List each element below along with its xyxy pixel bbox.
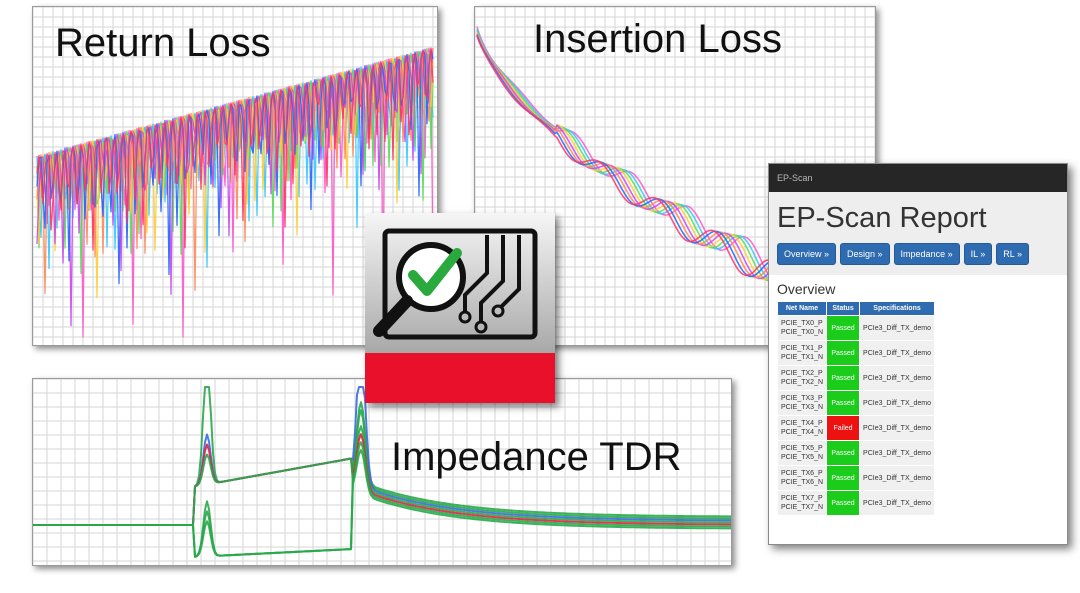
design-button[interactable]: Design » [840,243,890,265]
insertion-loss-title: Insertion Loss [533,17,783,61]
net-p-name: PCIE_TX4_P [781,420,823,427]
col-net-name: Net Name [776,301,828,316]
col-specifications: Specifications [859,301,936,316]
table-row: PCIE_TX2_P PCIE_TX2_N Passed PCIe3_Diff_TX_… [776,365,936,391]
status-badge: Passed [826,440,861,466]
report-nav-buttons: Overview » Design » Impedance » IL » RL … [777,243,1059,265]
specification-cell: PCIe3_Diff_TX_demo [859,390,936,416]
rl-button[interactable]: RL » [996,243,1029,265]
net-p-name: PCIE_TX0_P [781,320,823,327]
net-p-name: PCIE_TX7_P [781,495,823,502]
specification-cell: PCIe3_Diff_TX_demo [859,465,936,491]
net-n-name: PCIE_TX6_N [781,479,824,486]
overview-section: Overview Net Name Status Specifications … [769,275,1067,522]
status-badge: Passed [826,315,861,341]
specification-cell: PCIe3_Diff_TX_demo [859,315,936,341]
net-n-name: PCIE_TX0_N [781,329,824,336]
net-p-name: PCIE_TX6_P [781,470,823,477]
net-name-cell: PCIE_TX2_P PCIE_TX2_N [776,365,828,391]
net-name-cell: PCIE_TX0_P PCIE_TX0_N [776,315,828,341]
net-name-cell: PCIE_TX4_P PCIE_TX4_N [776,415,828,441]
return-loss-panel: Return Loss [32,6,438,346]
overview-table: Net Name Status Specifications PCIE_TX0_… [776,301,936,516]
impedance-button[interactable]: Impedance » [893,243,960,265]
impedance-tdr-panel: Impedance TDR [32,378,732,566]
net-n-name: PCIE_TX4_N [781,429,824,436]
status-badge: Passed [826,390,861,416]
col-status: Status [826,301,861,316]
net-name-cell: PCIE_TX5_P PCIE_TX5_N [776,440,828,466]
net-p-name: PCIE_TX1_P [781,345,823,352]
net-n-name: PCIE_TX1_N [781,354,824,361]
impedance-tdr-title: Impedance TDR [391,435,682,479]
overview-button[interactable]: Overview » [777,243,837,265]
net-name-cell: PCIE_TX6_P PCIE_TX6_N [776,465,828,491]
return-loss-title: Return Loss [55,21,271,65]
specification-cell: PCIe3_Diff_TX_demo [859,365,936,391]
report-title: EP-Scan Report [777,202,987,234]
ep-scan-logo [365,213,555,403]
status-badge: Passed [826,465,861,491]
specification-cell: PCIe3_Diff_TX_demo [859,415,936,441]
il-button[interactable]: IL » [963,243,993,265]
status-badge: Failed [826,415,861,441]
table-row: PCIE_TX6_P PCIE_TX6_N Passed PCIe3_Diff_TX_… [776,465,936,491]
impedance-tdr-plot [33,379,731,565]
return-loss-plot [33,7,437,345]
specification-cell: PCIe3_Diff_TX_demo [859,340,936,366]
net-p-name: PCIE_TX3_P [781,395,823,402]
table-row: PCIE_TX1_P PCIE_TX1_N Passed PCIe3_Diff_TX_… [776,340,936,366]
net-name-cell: PCIE_TX7_P PCIE_TX7_N [776,490,828,516]
table-row: PCIE_TX0_P PCIE_TX0_N Passed PCIe3_Diff_TX_… [776,315,936,341]
app-brand-link[interactable]: EP-Scan [777,173,813,183]
net-n-name: PCIE_TX7_N [781,504,824,511]
net-p-name: PCIE_TX5_P [781,445,823,452]
status-badge: Passed [826,340,861,366]
table-row: PCIE_TX4_P PCIE_TX4_N Failed PCIe3_Diff_TX_… [776,415,936,441]
specification-cell: PCIe3_Diff_TX_demo [859,440,936,466]
table-row: PCIE_TX5_P PCIE_TX5_N Passed PCIe3_Diff_TX_… [776,440,936,466]
net-n-name: PCIE_TX3_N [781,404,824,411]
net-n-name: PCIE_TX5_N [781,454,824,461]
overview-heading: Overview [777,281,836,297]
table-row: PCIE_TX7_P PCIE_TX7_N Passed PCIe3_Diff_TX_… [776,490,936,516]
net-name-cell: PCIE_TX3_P PCIE_TX3_N [776,390,828,416]
net-name-cell: PCIE_TX1_P PCIE_TX1_N [776,340,828,366]
status-badge: Passed [826,490,861,516]
ep-scan-report-window: EP-Scan EP-Scan Report Overview » Design… [768,163,1068,545]
net-p-name: PCIE_TX2_P [781,370,823,377]
status-badge: Passed [826,365,861,391]
report-header: EP-Scan Report Overview » Design » Imped… [769,192,1067,275]
specification-cell: PCIe3_Diff_TX_demo [859,490,936,516]
app-navbar: EP-Scan [769,164,1067,192]
net-n-name: PCIE_TX2_N [781,379,824,386]
table-row: PCIE_TX3_P PCIE_TX3_N Passed PCIe3_Diff_TX_… [776,390,936,416]
